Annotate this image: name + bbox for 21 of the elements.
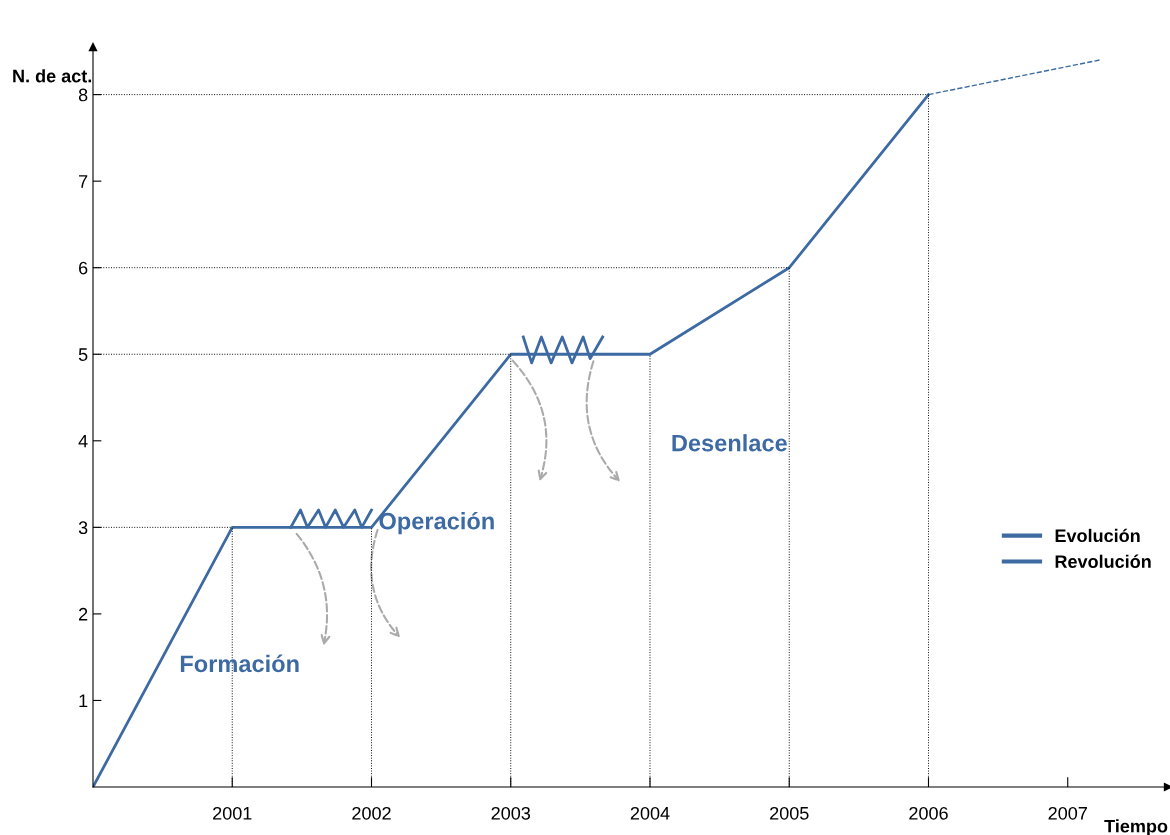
y-tick-label: 1 [79,694,88,707]
annotation: Desenlace [672,434,787,452]
x-tick-label: 2004 [630,806,670,820]
x-tick-label: 2002 [352,806,391,820]
x-tick-label: 2001 [213,806,252,820]
annotation: Formación [180,654,299,673]
y-tick-label: 3 [78,521,88,535]
y-tick-label: 6 [79,261,88,275]
y-tick-label: 8 [78,88,88,102]
x-tick-label: 2007 [1048,806,1087,820]
legend-label: Revolución [1055,554,1151,568]
legend-label: Evolución [1055,528,1140,543]
y-tick-label: 7 [79,175,88,188]
y-axis-title: N. de act. [13,69,92,83]
x-tick-label: 2003 [491,806,531,820]
y-tick-label: 5 [78,348,88,361]
x-tick-label: 2005 [770,806,809,820]
y-tick-label: 4 [78,434,88,448]
x-tick-label: 2006 [909,806,948,820]
annotation: Operación [379,511,494,535]
y-tick-label: 2 [79,607,88,621]
